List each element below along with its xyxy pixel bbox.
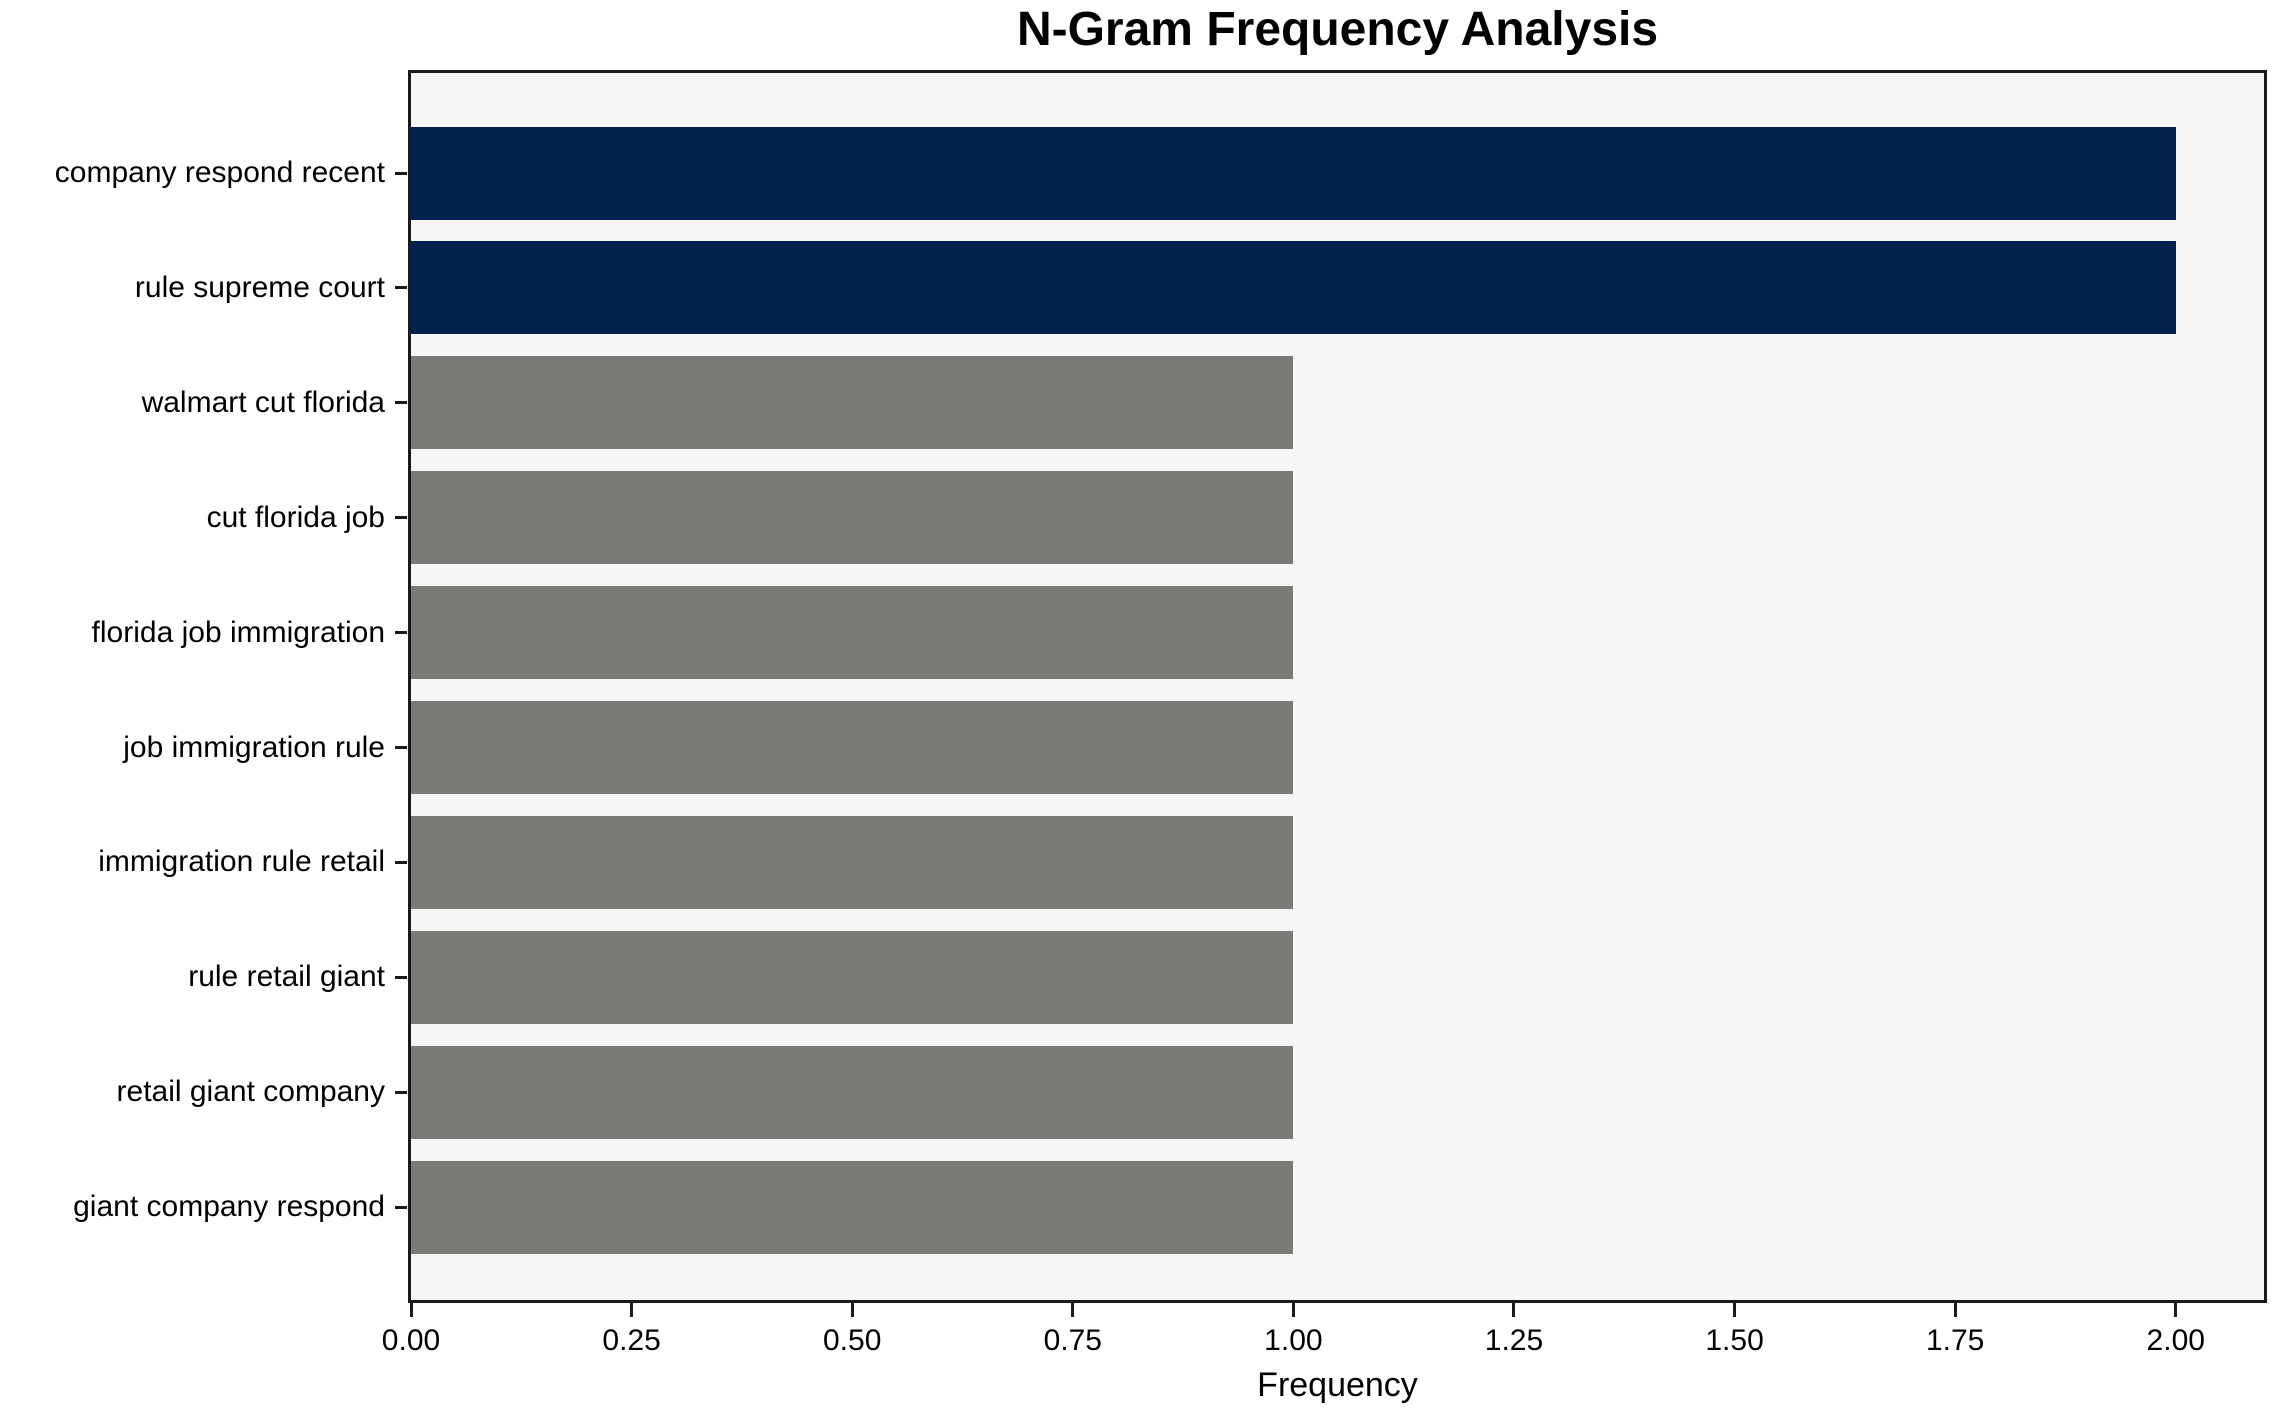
x-tick-label: 0.50 xyxy=(822,1324,882,1357)
x-tick-label: 1.75 xyxy=(1925,1324,1985,1357)
chart-title: N-Gram Frequency Analysis xyxy=(1016,3,1659,56)
x-tick-mark xyxy=(630,1303,634,1317)
y-tick-mark xyxy=(395,516,407,520)
bar-walmart-cut-florida xyxy=(411,356,1294,450)
x-tick-label: 0.00 xyxy=(381,1324,441,1357)
y-tick-mark xyxy=(395,401,407,405)
x-tick-label: 1.50 xyxy=(1705,1324,1764,1357)
bar-retail-giant-company xyxy=(411,1045,1294,1139)
y-tick-label: immigration rule retail xyxy=(98,845,385,879)
x-tick-label: 0.25 xyxy=(602,1324,661,1357)
y-tick-mark xyxy=(395,171,407,175)
y-tick-label: florida job immigration xyxy=(91,615,385,649)
bar-giant-company-respond xyxy=(411,1160,1294,1254)
y-tick-label: job immigration rule xyxy=(123,730,385,764)
bar-rule-supreme-court xyxy=(411,241,2176,335)
x-tick-label: 2.00 xyxy=(2146,1324,2205,1357)
x-tick-label: 1.00 xyxy=(1264,1324,1323,1357)
x-axis-title: Frequency xyxy=(1257,1366,1418,1404)
y-tick-mark xyxy=(395,1205,407,1209)
y-tick-label: walmart cut florida xyxy=(141,385,385,419)
bar-company-respond-recent xyxy=(411,126,2176,220)
y-tick-label: rule supreme court xyxy=(134,270,385,304)
y-tick-mark xyxy=(395,860,407,864)
x-tick-mark xyxy=(1512,1303,1516,1317)
bar-immigration-rule-retail xyxy=(411,815,1294,909)
y-tick-label: company respond recent xyxy=(54,156,385,189)
x-tick-mark xyxy=(850,1303,854,1317)
x-tick-mark xyxy=(1733,1303,1737,1317)
y-tick-label: retail giant company xyxy=(116,1075,385,1109)
x-tick-mark xyxy=(1953,1303,1957,1317)
x-tick-label: 0.75 xyxy=(1043,1324,1102,1357)
x-tick-mark xyxy=(409,1303,413,1317)
x-tick-mark xyxy=(1071,1303,1075,1317)
y-tick-label: rule retail giant xyxy=(188,960,385,994)
x-tick-label: 1.25 xyxy=(1484,1324,1544,1357)
x-tick-mark xyxy=(1291,1303,1295,1317)
plot-area xyxy=(408,70,2267,1303)
y-tick-label: giant company respond xyxy=(73,1190,385,1224)
bar-cut-florida-job xyxy=(411,471,1294,565)
bar-rule-retail-giant xyxy=(411,930,1294,1024)
bar-florida-job-immigration xyxy=(411,586,1294,680)
bar-job-immigration-rule xyxy=(411,701,1294,794)
y-tick-mark xyxy=(395,631,407,635)
y-tick-mark xyxy=(395,286,407,290)
y-tick-mark xyxy=(395,1090,407,1094)
y-tick-label: cut florida job xyxy=(206,500,385,534)
y-tick-mark xyxy=(395,746,407,749)
x-tick-mark xyxy=(2174,1303,2178,1317)
y-tick-mark xyxy=(395,975,407,979)
